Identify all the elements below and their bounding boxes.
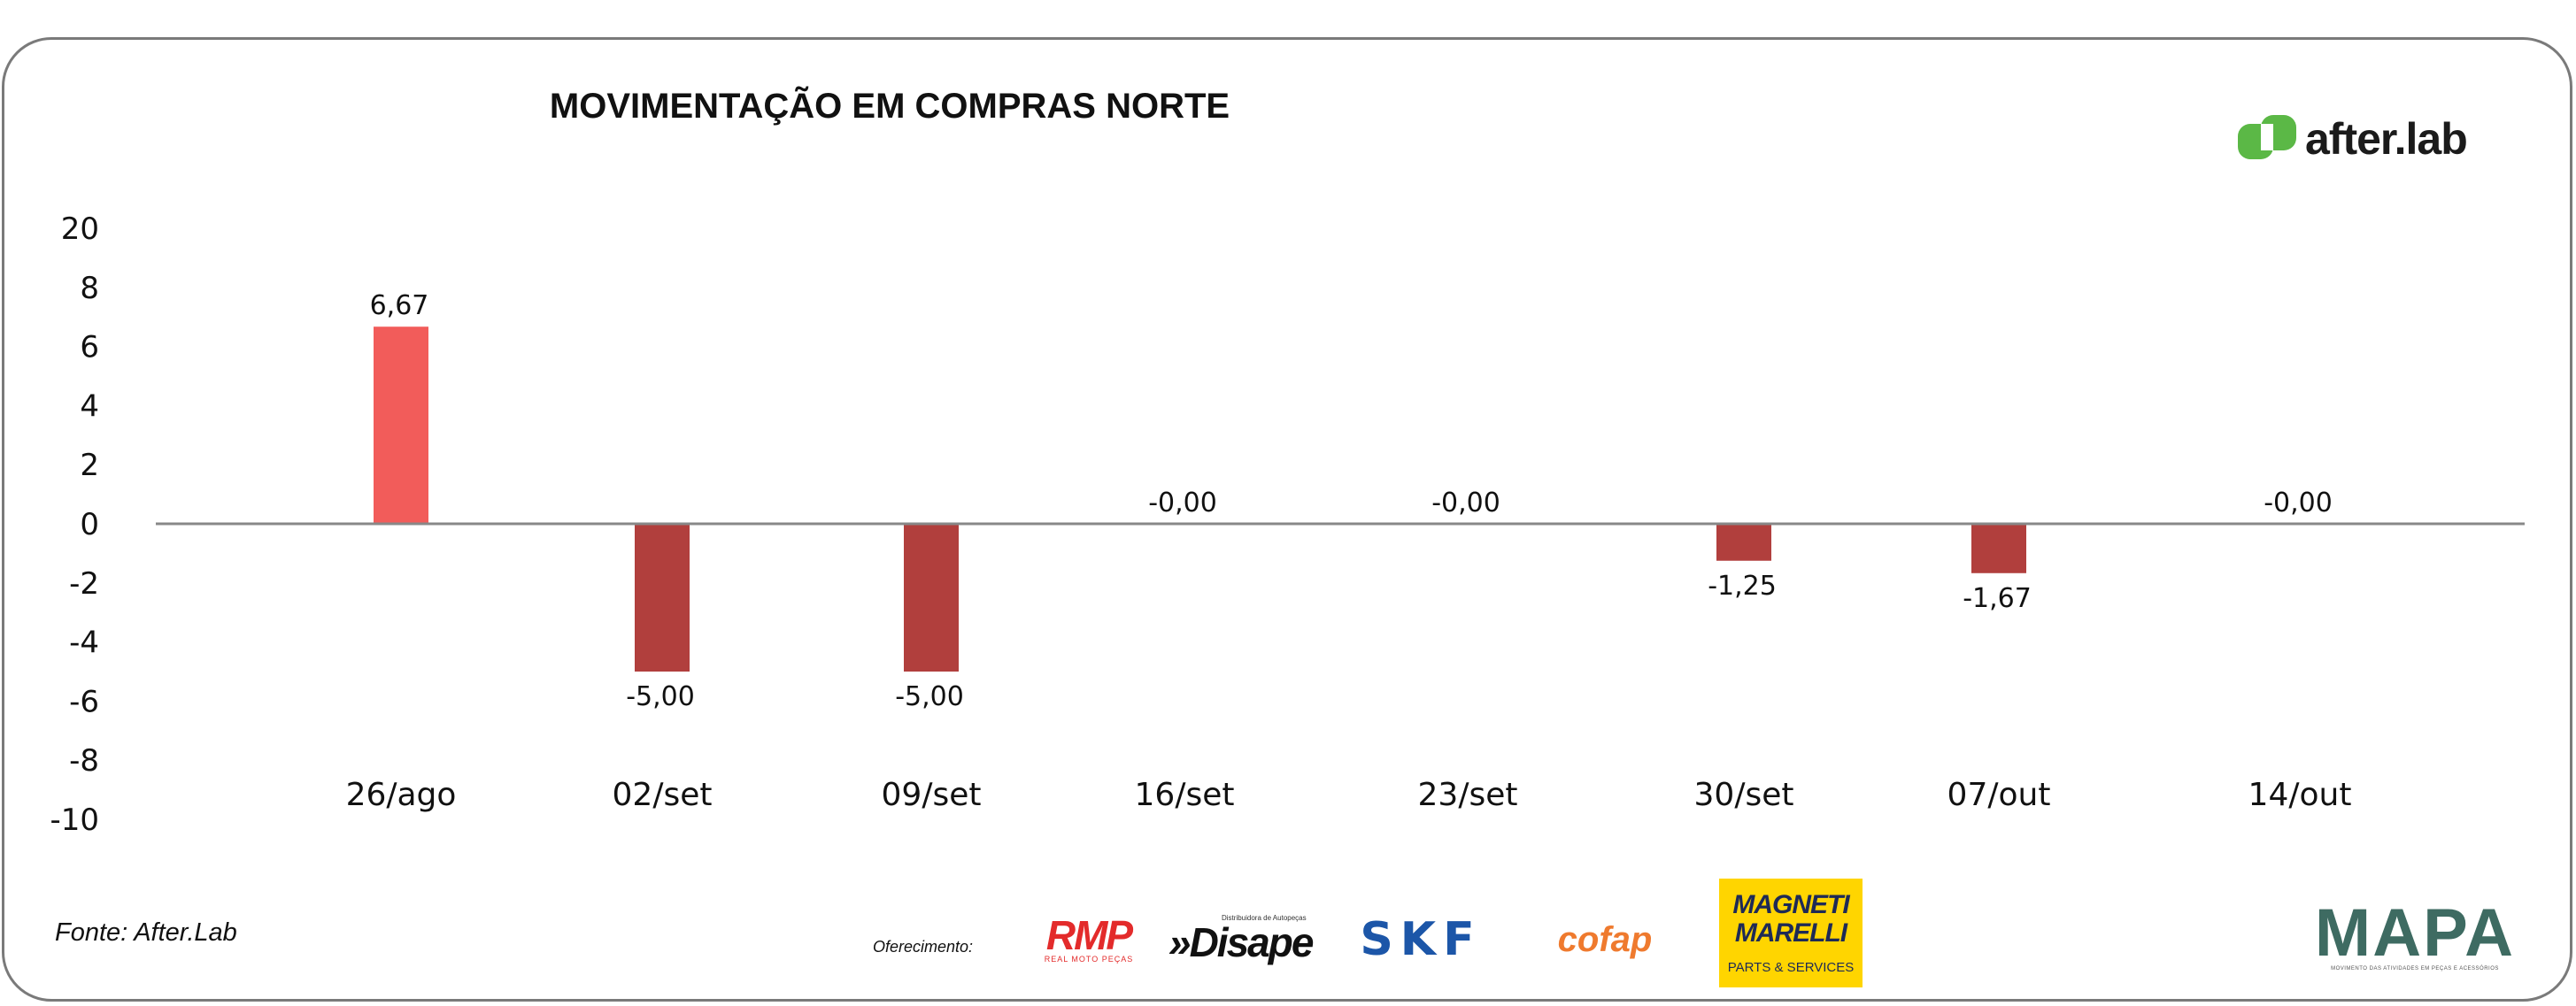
disape-logo-subtext: Distribuidora de Autopeças xyxy=(1222,913,1307,922)
data-label: -0,00 xyxy=(1148,488,1217,518)
bars xyxy=(374,326,2026,672)
disape-logo-text: »Disape xyxy=(1168,918,1314,965)
rmp-logo: RMP REAL MOTO PEÇAS xyxy=(1029,911,1149,968)
x-tick-label: 16/set xyxy=(1135,777,1235,813)
y-tick-label: -2 xyxy=(69,566,99,602)
y-tick-label: -8 xyxy=(69,743,99,779)
y-tick-label: 2 xyxy=(80,448,99,483)
chart-frame xyxy=(2,37,2572,1002)
x-tick-label: 09/set xyxy=(882,777,982,813)
x-tick-label: 23/set xyxy=(1418,777,1518,813)
x-tick-label: 26/ago xyxy=(346,777,457,813)
skf-logo-text: SKF xyxy=(1360,913,1482,966)
data-label: -1,25 xyxy=(1708,571,1777,602)
magneti-marelli-logo-subtext: PARTS & SERVICES xyxy=(1727,960,1855,975)
magneti-marelli-logo-text: MAGNETI MARELLI xyxy=(1732,890,1849,948)
y-tick-label: 0 xyxy=(80,507,99,542)
y-tick-label: 4 xyxy=(80,388,99,424)
data-label: -5,00 xyxy=(895,681,964,712)
mapa-logo: MAPA MOVIMENTO DAS ATIVIDADES EM PEÇAS E… xyxy=(2310,895,2519,972)
bar xyxy=(635,524,690,672)
y-tick-label: -6 xyxy=(69,684,99,719)
data-label: 6,67 xyxy=(370,290,429,321)
x-tick-label: 02/set xyxy=(613,777,713,813)
sponsor-label: Oferecimento: xyxy=(873,938,974,956)
afterlab-logo-text: after.lab xyxy=(2305,114,2468,164)
rmp-logo-subtext: REAL MOTO PEÇAS xyxy=(1044,955,1134,964)
bar xyxy=(904,524,959,672)
y-tick-label: -4 xyxy=(69,626,99,661)
data-labels: 6,67 -5,00 -5,00 -0,00 -0,00 -1,25 -1,67 -0,00 xyxy=(370,290,2333,712)
data-label: -1,67 xyxy=(1963,583,2032,614)
chart-title: MOVIMENTAÇÃO EM COMPRAS NORTE xyxy=(549,87,1230,126)
data-label: -0,00 xyxy=(1431,488,1500,518)
bar xyxy=(1971,524,2026,573)
mapa-logo-text: MAPA xyxy=(2314,895,2516,971)
bar xyxy=(1716,524,1771,561)
y-tick-label: 6 xyxy=(80,330,99,365)
x-tick-label: 30/set xyxy=(1694,777,1794,813)
mapa-logo-subtext: MOVIMENTO DAS ATIVIDADES EM PEÇAS E ACES… xyxy=(2331,966,2499,971)
y-tick-label: -10 xyxy=(50,802,99,838)
source-note: Fonte: After.Lab xyxy=(55,918,237,947)
x-tick-label: 14/out xyxy=(2248,777,2352,813)
data-label: -0,00 xyxy=(2264,488,2333,518)
skf-logo: SKF xyxy=(1338,913,1503,966)
rmp-logo-text: RMP xyxy=(1045,912,1133,958)
data-label: -5,00 xyxy=(626,681,695,712)
cofap-logo-text: cofap xyxy=(1557,919,1653,959)
x-tick-label: 07/out xyxy=(1947,777,2051,813)
magneti-marelli-logo: MAGNETI MARELLI PARTS & SERVICES xyxy=(1719,879,1863,987)
x-axis-labels: 26/ago 02/set 09/set 16/set 23/set 30/set 07/o… xyxy=(346,777,2352,813)
cofap-logo: cofap xyxy=(1523,917,1687,963)
y-tick-label: 20 xyxy=(61,211,99,247)
y-tick-label: 8 xyxy=(80,271,99,306)
afterlab-logo: after.lab xyxy=(2238,113,2468,165)
bar xyxy=(374,326,428,524)
afterlab-logo-icon xyxy=(2238,113,2302,165)
disape-logo: Distribuidora de Autopeças »Disape xyxy=(1168,911,1319,964)
